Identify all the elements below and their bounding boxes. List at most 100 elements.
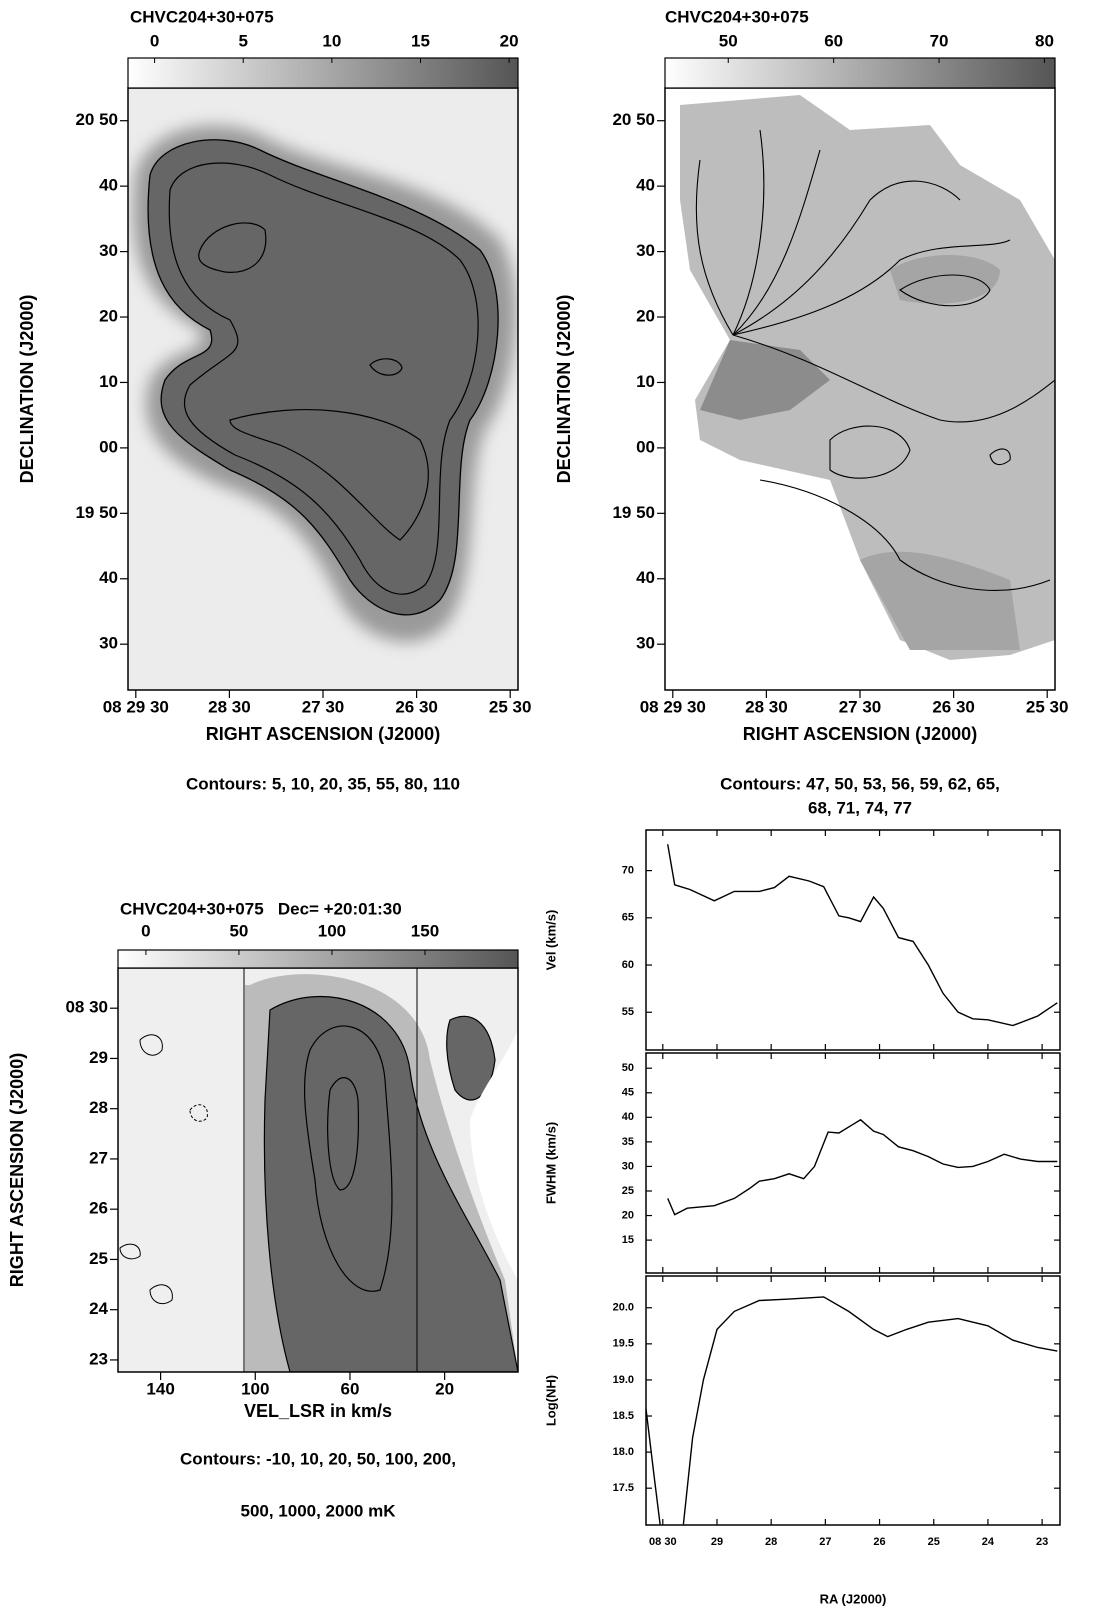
x-tick-label: 08 29 30 (640, 697, 706, 716)
colorbar-tick-label: 150 (411, 921, 439, 940)
map-velocity (665, 88, 1055, 690)
x-axis-label: RIGHT ASCENSION (J2000) (743, 724, 977, 744)
y-tick-label: 65 (622, 912, 634, 924)
x-axis-label: VEL_LSR in km/s (244, 1401, 392, 1421)
y-tick-label: 30 (636, 241, 655, 260)
y-tick-label: 40 (99, 176, 118, 195)
x-tick-label: 25 30 (1026, 697, 1069, 716)
y-tick-label: 45 (622, 1087, 634, 1099)
x-axis-label: RIGHT ASCENSION (J2000) (206, 724, 440, 744)
y-tick-label: 00 (636, 437, 655, 456)
chart-title: CHVC204+30+075 Dec= +20:01:30 (120, 899, 402, 918)
x-tick-label: 29 (711, 1536, 723, 1548)
x-tick-label: 28 (765, 1536, 777, 1548)
y-tick-label: 10 (99, 372, 118, 391)
y-tick-label: 60 (622, 959, 634, 971)
x-tick-label: 23 (1036, 1536, 1048, 1548)
y-tick-label: 35 (622, 1136, 634, 1148)
colorbar-tick-label: 5 (238, 31, 247, 50)
y-axis-label: DECLINATION (J2000) (17, 295, 37, 484)
y-tick-label: 20 (99, 307, 118, 326)
x-tick-label: 26 (873, 1536, 885, 1548)
y-tick-label: 19.0 (613, 1374, 634, 1386)
colorbar-tick-label: 50 (719, 31, 738, 50)
y-tick-label: 19.5 (613, 1338, 634, 1350)
x-tick-label: 08 29 30 (103, 697, 169, 716)
data-line (667, 1118, 1058, 1216)
y-tick-label: 08 30 (65, 998, 108, 1017)
y-axis-label: Log(NH) (543, 1375, 558, 1426)
colorbar-tick-label: 15 (411, 31, 430, 50)
colorbar (664, 57, 1056, 89)
colorbar-tick-label: 80 (1035, 31, 1054, 50)
y-tick-label: 20.0 (613, 1302, 634, 1314)
chart-title: CHVC204+30+075 (130, 7, 274, 26)
x-tick-label: 24 (982, 1536, 995, 1548)
x-tick-label: 27 (819, 1536, 831, 1548)
colorbar-tick-label: 0 (150, 31, 159, 50)
colorbar-tick-label: 0 (141, 921, 150, 940)
x-tick-label: 28 30 (745, 697, 788, 716)
caption: Contours: -10, 10, 20, 50, 100, 200, (180, 1449, 456, 1468)
colorbar-tick-label: 70 (930, 31, 949, 50)
y-tick-label: 18.0 (613, 1446, 634, 1458)
x-tick-label: 26 30 (932, 697, 975, 716)
colorbar-tick-label: 50 (229, 921, 248, 940)
y-tick-label: 24 (89, 1299, 108, 1318)
x-tick-label: 27 30 (839, 697, 882, 716)
x-tick-label: 140 (146, 1379, 174, 1398)
y-axis-label: FWHM (km/s) (543, 1122, 558, 1204)
map-position-velocity (118, 968, 518, 1372)
map-column-density (128, 88, 518, 690)
y-tick-label: 17.5 (613, 1482, 634, 1494)
y-tick-label: 19 50 (75, 503, 118, 522)
y-tick-label: 25 (89, 1249, 108, 1268)
y-tick-label: 25 (622, 1185, 634, 1197)
y-tick-label: 27 (89, 1148, 108, 1167)
x-tick-label: 28 30 (208, 697, 251, 716)
colorbar (117, 949, 519, 969)
y-tick-label: 70 (622, 865, 634, 877)
x-tick-label: 100 (241, 1379, 269, 1398)
y-tick-label: 26 (89, 1199, 108, 1218)
colorbar-tick-label: 60 (824, 31, 843, 50)
y-tick-label: 20 (622, 1209, 634, 1221)
y-tick-label: 10 (636, 372, 655, 391)
data-line (646, 1296, 1058, 1525)
data-line (667, 844, 1058, 1027)
colorbar-tick-label: 10 (322, 31, 341, 50)
y-tick-label: 19 50 (612, 503, 655, 522)
y-axis-label: RIGHT ASCENSION (J2000) (7, 1053, 27, 1287)
plot-frame (645, 1052, 1061, 1274)
x-tick-label: 08 30 (649, 1536, 677, 1548)
x-tick-label: 25 30 (489, 697, 532, 716)
plot-frame (645, 829, 1061, 1051)
x-axis-label: RA (J2000) (820, 1591, 887, 1606)
y-tick-label: 20 50 (75, 110, 118, 129)
y-tick-label: 28 (89, 1098, 108, 1117)
y-tick-label: 20 50 (612, 110, 655, 129)
y-tick-label: 40 (636, 568, 655, 587)
x-tick-label: 60 (340, 1379, 359, 1398)
y-tick-label: 18.5 (613, 1410, 634, 1422)
y-axis-label: Vel (km/s) (543, 910, 558, 971)
colorbar (127, 57, 519, 89)
x-tick-label: 25 (928, 1536, 940, 1548)
y-tick-label: 40 (636, 176, 655, 195)
y-tick-label: 20 (636, 307, 655, 326)
x-tick-label: 20 (435, 1379, 454, 1398)
y-tick-label: 30 (99, 634, 118, 653)
caption: Contours: 47, 50, 53, 56, 59, 62, 65, (720, 774, 1000, 793)
caption: 68, 71, 74, 77 (808, 798, 912, 817)
y-tick-label: 30 (622, 1160, 634, 1172)
caption: Contours: 5, 10, 20, 35, 55, 80, 110 (186, 774, 460, 793)
y-axis-label: DECLINATION (J2000) (554, 295, 574, 484)
y-tick-label: 30 (636, 634, 655, 653)
y-tick-label: 23 (89, 1349, 108, 1368)
y-tick-label: 40 (99, 568, 118, 587)
y-tick-label: 50 (622, 1062, 634, 1074)
plot-frame (645, 1275, 1061, 1526)
y-tick-label: 15 (622, 1234, 634, 1246)
y-tick-label: 40 (622, 1111, 634, 1123)
